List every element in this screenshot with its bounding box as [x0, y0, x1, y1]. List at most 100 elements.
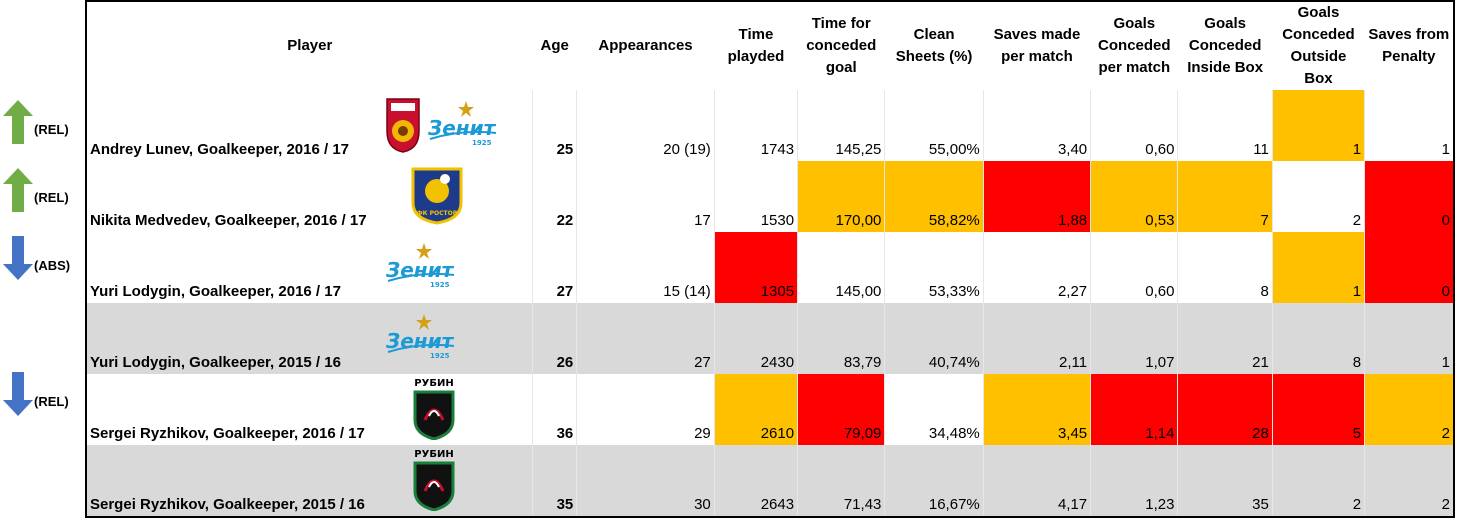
cell-time-for-conceded-goal: 83,79: [797, 303, 886, 374]
cell-goals-conceded-outside-box: 2: [1272, 445, 1366, 517]
cell-saves-made-per-match: 2,27: [983, 232, 1092, 303]
cell-goals-conceded-outside-box: 1: [1272, 90, 1366, 161]
column-header-goals-conceded-inside-box: Goals Conceded Inside Box: [1177, 1, 1273, 90]
row-status: (ABS): [0, 224, 86, 292]
zenit-logo-year: 1925: [472, 139, 492, 147]
rubin-logo-text: РУБИН: [414, 378, 453, 389]
table-row: Sergei Ryzhikov, Goalkeeper, 2015 / 16 РУ…: [86, 445, 1455, 517]
table-row: Andrey Lunev, Goalkeeper, 2016 / 17 Зенит…: [86, 90, 1455, 161]
cell-goals-conceded-per-match: 0,53: [1090, 161, 1179, 232]
table-row: Yuri Lodygin, Goalkeeper, 2016 / 17 Зенит…: [86, 232, 1455, 303]
cell-goals-conceded-per-match: 0,60: [1090, 90, 1179, 161]
cell-goals-conceded-inside-box: 35: [1177, 445, 1273, 517]
column-header-age: Age: [532, 1, 577, 90]
cell-appearances: 15 (14): [576, 232, 715, 303]
cell-saves-from-penalty: 2: [1364, 445, 1455, 517]
club-logos: РУБИН: [409, 378, 459, 440]
cell-clean-sheets: 58,82%: [884, 161, 984, 232]
cell-clean-sheets: 34,48%: [884, 374, 984, 445]
cell-time-for-conceded-goal: 170,00: [797, 161, 886, 232]
cell-age: 35: [532, 445, 578, 517]
cell-appearances: 27: [576, 303, 715, 374]
cell-goals-conceded-inside-box: 7: [1177, 161, 1273, 232]
cell-saves-from-penalty: 0: [1364, 161, 1455, 232]
cell-player: Yuri Lodygin, Goalkeeper, 2016 / 17 Зенит…: [86, 232, 534, 303]
trend-up-arrow-icon: [3, 168, 33, 212]
zenit-logo-year: 1925: [430, 281, 450, 289]
ufa-logo: [386, 98, 420, 153]
cell-time-playded: 1530: [714, 161, 799, 232]
row-status: (REL): [0, 156, 86, 224]
column-header-goals-conceded-outside-box: Goals Conceded Outside Box: [1272, 1, 1365, 90]
column-header-appearances: Appearances: [576, 1, 715, 90]
cell-saves-made-per-match: 4,17: [983, 445, 1092, 517]
cell-goals-conceded-inside-box: 21: [1177, 303, 1273, 374]
cell-time-playded: 1743: [714, 90, 799, 161]
cell-age: 25: [532, 90, 578, 161]
status-tag: (REL): [34, 190, 69, 205]
column-header-goals-conceded-per-match: Goals Conceded per match: [1090, 1, 1178, 90]
trend-down-arrow-icon: [3, 372, 33, 416]
cell-time-playded: 2430: [714, 303, 799, 374]
cell-time-playded: 2610: [714, 374, 799, 445]
cell-appearances: 29: [576, 374, 715, 445]
row-status: (REL): [0, 88, 86, 156]
cell-time-for-conceded-goal: 145,25: [797, 90, 886, 161]
rubin-logo: РУБИН: [413, 449, 455, 511]
cell-saves-from-penalty: 1: [1364, 90, 1455, 161]
trend-up-arrow-icon: [3, 100, 33, 144]
column-header-saves-made-per-match: Saves made per match: [983, 1, 1091, 90]
rostov-logo-text: ФК РОСТОВ: [416, 210, 457, 217]
club-logos: РУБИН: [409, 449, 459, 511]
cell-goals-conceded-outside-box: 2: [1272, 161, 1366, 232]
goalkeeper-stats-table: Player Age Appearances Time playded Time for…: [85, 0, 1455, 518]
table-row: Nikita Medvedev, Goalkeeper, 2016 / 17 ФК…: [86, 161, 1455, 232]
cell-age: 36: [532, 374, 578, 445]
cell-player: Sergei Ryzhikov, Goalkeeper, 2015 / 16 РУ…: [86, 445, 534, 517]
table-header-row: Player Age Appearances Time playded Time for…: [86, 1, 1454, 90]
rostov-logo: ФК РОСТОВ: [411, 167, 463, 225]
cell-goals-conceded-outside-box: 5: [1272, 374, 1366, 445]
row-status: [0, 428, 86, 496]
cell-age: 22: [532, 161, 578, 232]
cell-age: 27: [532, 232, 578, 303]
cell-goals-conceded-outside-box: 1: [1272, 232, 1366, 303]
cell-clean-sheets: 40,74%: [884, 303, 984, 374]
table-row: Yuri Lodygin, Goalkeeper, 2015 / 16 Зенит…: [86, 303, 1455, 374]
club-logos: Зенит 1925: [384, 307, 458, 367]
cell-time-playded: 2643: [714, 445, 799, 517]
column-header-time-for-conceded-goal: Time for conceded goal: [797, 1, 885, 90]
trend-down-arrow-icon: [3, 236, 33, 280]
table-body: Andrey Lunev, Goalkeeper, 2016 / 17 Зенит…: [86, 90, 1455, 517]
cell-goals-conceded-per-match: 1,07: [1090, 303, 1179, 374]
column-header-time-playded: Time playded: [714, 1, 798, 90]
rubin-logo-text: РУБИН: [414, 449, 453, 460]
cell-saves-made-per-match: 2,11: [983, 303, 1092, 374]
cell-player: Yuri Lodygin, Goalkeeper, 2015 / 16 Зенит…: [86, 303, 534, 374]
cell-saves-from-penalty: 0: [1364, 232, 1455, 303]
cell-goals-conceded-outside-box: 8: [1272, 303, 1366, 374]
cell-goals-conceded-inside-box: 28: [1177, 374, 1273, 445]
club-logos: Зенит 1925: [384, 94, 500, 154]
row-status: (REL): [0, 360, 86, 428]
cell-appearances: 20 (19): [576, 90, 715, 161]
club-logos: ФК РОСТОВ: [409, 165, 465, 225]
cell-saves-from-penalty: 2: [1364, 374, 1455, 445]
rubin-logo: РУБИН: [413, 378, 455, 440]
cell-age: 26: [532, 303, 578, 374]
cell-clean-sheets: 53,33%: [884, 232, 984, 303]
status-tag: (REL): [34, 122, 69, 137]
cell-player: Sergei Ryzhikov, Goalkeeper, 2016 / 17 РУ…: [86, 374, 534, 445]
cell-saves-made-per-match: 1,88: [983, 161, 1092, 232]
cell-goals-conceded-per-match: 1,23: [1090, 445, 1179, 517]
cell-saves-made-per-match: 3,40: [983, 90, 1092, 161]
cell-time-for-conceded-goal: 145,00: [797, 232, 886, 303]
cell-clean-sheets: 55,00%: [884, 90, 984, 161]
cell-goals-conceded-inside-box: 8: [1177, 232, 1273, 303]
cell-time-for-conceded-goal: 79,09: [797, 374, 886, 445]
cell-player: Nikita Medvedev, Goalkeeper, 2016 / 17 ФК…: [86, 161, 534, 232]
